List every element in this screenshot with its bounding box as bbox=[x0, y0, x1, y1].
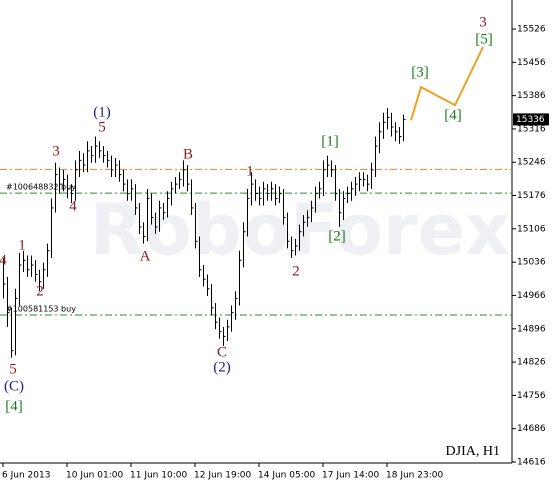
x-tick-label: 10 Jun 01:00 bbox=[66, 471, 123, 481]
wave-label: 2 bbox=[292, 263, 300, 279]
wave-label: [4] bbox=[5, 398, 23, 414]
y-tick-label: 15386 bbox=[517, 91, 546, 101]
x-tick-label: 6 Jun 2013 bbox=[2, 471, 50, 481]
wave-label: B bbox=[183, 146, 193, 162]
wave-label: (C) bbox=[4, 378, 24, 394]
last-price-box bbox=[513, 113, 549, 126]
level-label: #100581153 buy bbox=[6, 304, 76, 313]
y-tick-label: 14966 bbox=[517, 291, 546, 301]
x-tick-label: 11 Jun 10:00 bbox=[130, 471, 187, 481]
wave-label: [1] bbox=[321, 133, 339, 149]
wave-label: [4] bbox=[444, 107, 462, 123]
symbol: DJIA, H1 bbox=[446, 444, 500, 459]
y-tick-label: 15526 bbox=[517, 25, 546, 35]
y-tick-label: 15456 bbox=[517, 58, 546, 68]
wave-label: [5] bbox=[475, 31, 493, 47]
last-price: 15336 bbox=[516, 115, 545, 125]
wave-label: (1) bbox=[93, 104, 111, 120]
y-tick-label: 14756 bbox=[517, 391, 546, 401]
y-tick-label: 14686 bbox=[517, 424, 546, 434]
y-tick-label: 15316 bbox=[517, 124, 546, 134]
y-tick-label: 15176 bbox=[517, 191, 546, 201]
wave-label: 4 bbox=[69, 198, 77, 214]
wave-label: [3] bbox=[411, 64, 429, 80]
wave-label: (2) bbox=[213, 359, 231, 375]
wave-label: 1 bbox=[246, 163, 254, 179]
x-tick-label: 18 Jun 23:00 bbox=[386, 471, 443, 481]
wave-label: C bbox=[217, 344, 227, 360]
y-tick-label: 15246 bbox=[517, 158, 546, 168]
x-tick-label: 12 Jun 19:00 bbox=[194, 471, 251, 481]
wave-label: 3 bbox=[52, 143, 60, 159]
x-tick-label: 14 Jun 05:00 bbox=[258, 471, 315, 481]
wave-label: A bbox=[140, 248, 151, 264]
y-tick-label: 14616 bbox=[517, 458, 546, 468]
y-tick-label: 15036 bbox=[517, 258, 546, 268]
y-tick-label: 14826 bbox=[517, 358, 546, 368]
wave-label: 3 bbox=[479, 14, 487, 30]
wave-label: [2] bbox=[328, 228, 346, 244]
y-tick-label: 14896 bbox=[517, 324, 546, 334]
wave-label: 4 bbox=[0, 252, 7, 268]
wave-label: 1 bbox=[18, 237, 26, 253]
wave-label: 5 bbox=[98, 119, 106, 135]
wave-label: 5 bbox=[9, 361, 17, 377]
y-tick-label: 15106 bbox=[517, 224, 546, 234]
level-label: #100648832 buy bbox=[6, 183, 76, 192]
x-tick-label: 17 Jun 14:00 bbox=[322, 471, 379, 481]
projection-line bbox=[410, 46, 484, 121]
wave-label: 2 bbox=[36, 283, 44, 299]
